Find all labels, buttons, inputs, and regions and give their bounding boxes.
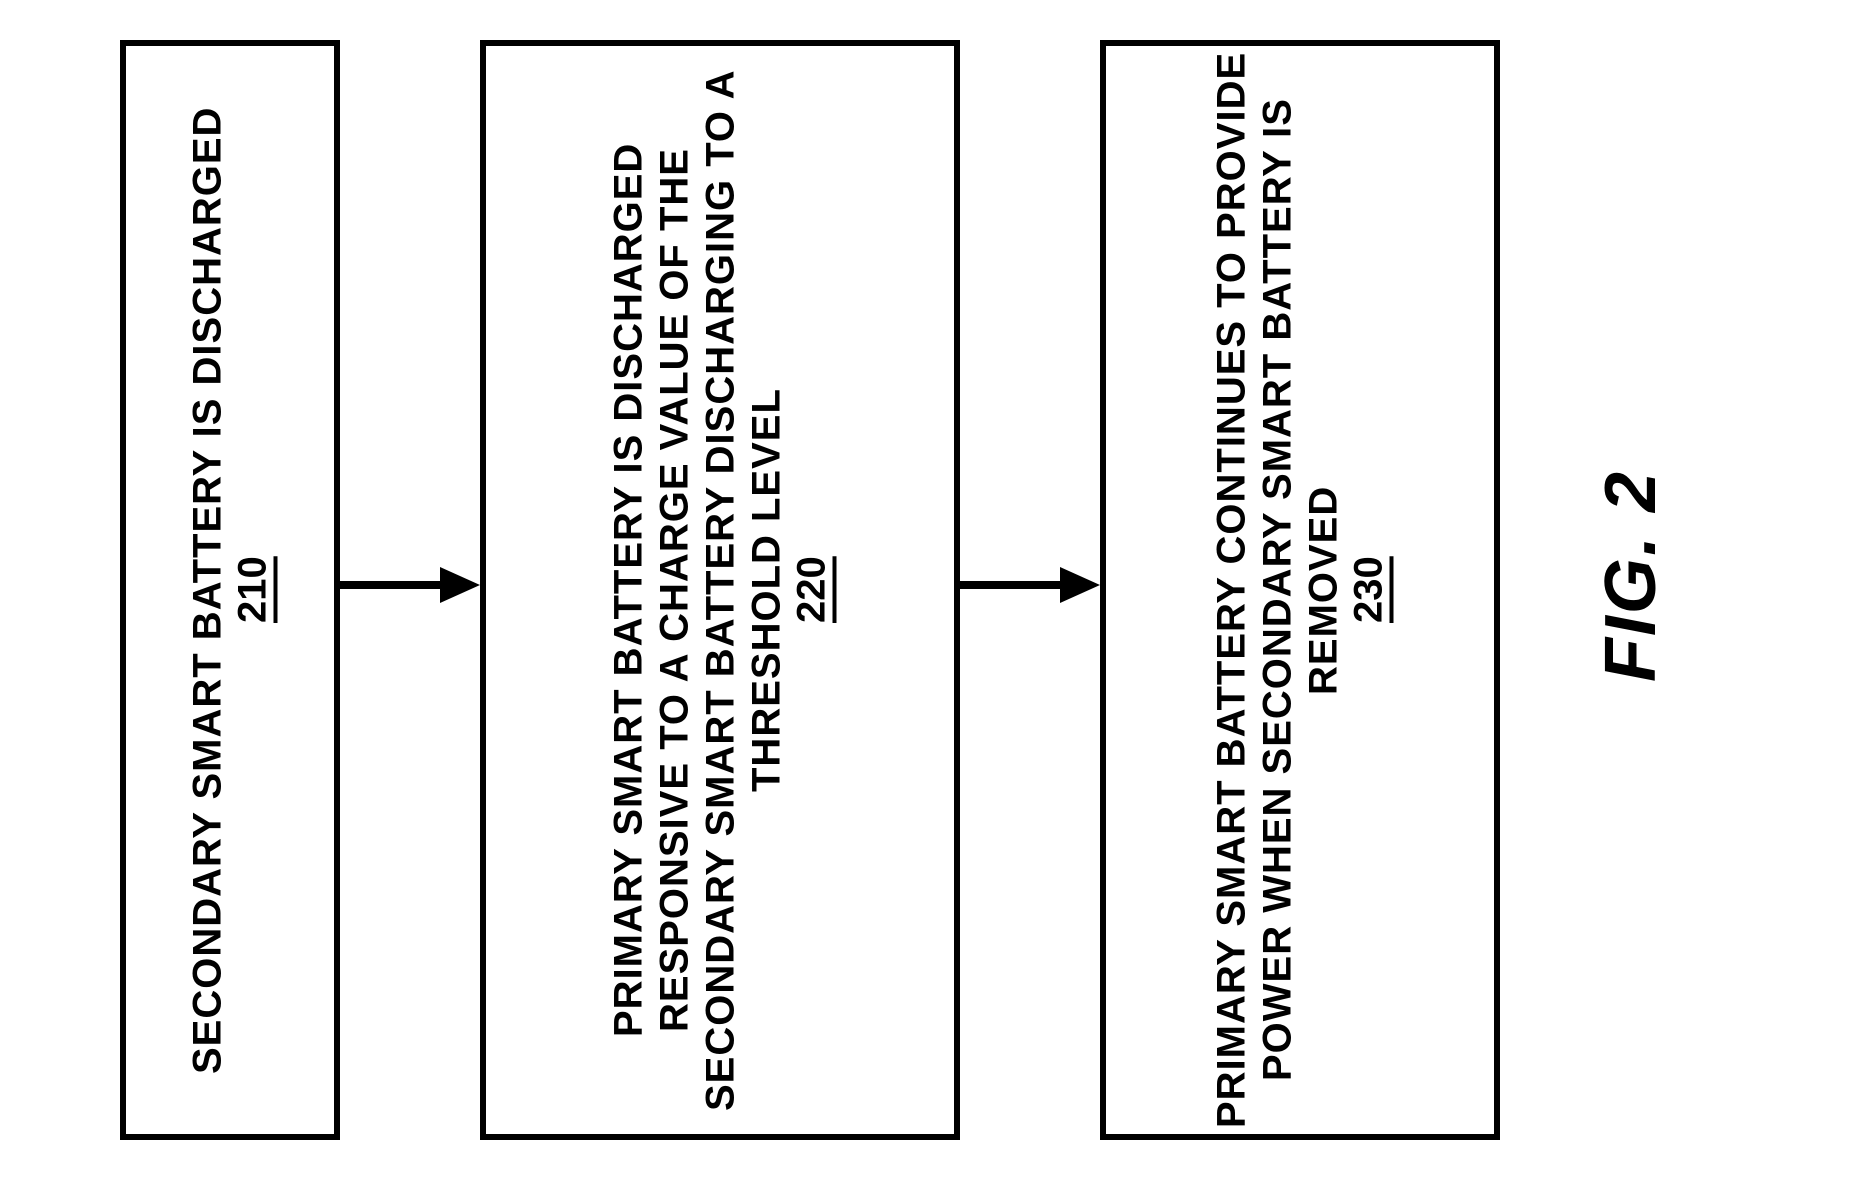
flow-box-210: SECONDARY SMART BATTERY IS DISCHARGED 21… [120,40,340,1140]
flow-box-230-num: 230 [1347,557,1392,624]
flow-box-210-num: 210 [231,557,276,624]
arrow-210-to-220 [340,555,480,615]
figure-label: FIG. 2 [1590,470,1672,682]
flow-box-210-text: SECONDARY SMART BATTERY IS DISCHARGED [185,106,231,1073]
flowchart-canvas: SECONDARY SMART BATTERY IS DISCHARGED 21… [0,0,1863,1199]
arrow-220-to-230 [960,555,1100,615]
flow-box-230-text: PRIMARY SMART BATTERY CONTINUES TO PROVI… [1209,46,1347,1134]
flow-box-220-num: 220 [790,557,835,624]
flow-box-220: PRIMARY SMART BATTERY IS DISCHARGED RESP… [480,40,960,1140]
flow-box-230: PRIMARY SMART BATTERY CONTINUES TO PROVI… [1100,40,1500,1140]
flow-box-220-text: PRIMARY SMART BATTERY IS DISCHARGED RESP… [606,46,790,1134]
